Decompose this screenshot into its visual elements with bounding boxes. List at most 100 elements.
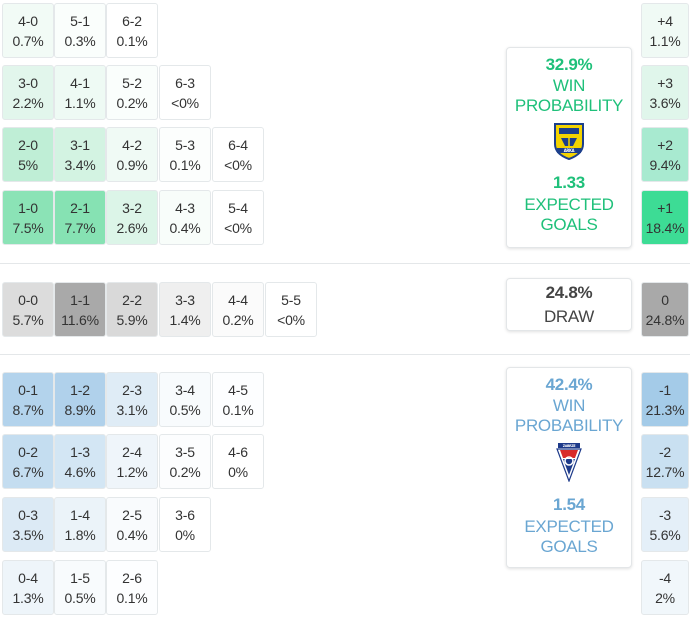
- score-probability: 0.1%: [116, 589, 148, 606]
- score-cell: 2-0 5%: [2, 127, 54, 182]
- score-label: 5-5: [281, 291, 301, 308]
- score-label: 2-1: [70, 199, 90, 216]
- score-probability: 8.9%: [64, 401, 96, 418]
- margin-probability: 18.4%: [645, 219, 685, 236]
- score-cell: 2-5 0.4%: [106, 497, 158, 552]
- score-probability: 2.6%: [116, 219, 148, 236]
- margin-probability: 3.6%: [649, 94, 681, 111]
- home-win-label: PROBABILITY: [514, 96, 624, 115]
- score-cell: 4-2 0.9%: [106, 127, 158, 182]
- score-label: 0-2: [18, 443, 38, 460]
- score-cell: 2-6 0.1%: [106, 560, 158, 615]
- score-cell: 0-0 5.7%: [2, 282, 54, 337]
- score-cell: 4-0 0.7%: [2, 3, 54, 58]
- score-cell: 3-4 0.5%: [159, 372, 211, 427]
- score-cell: 2-3 3.1%: [106, 372, 158, 427]
- margin-label: +2: [657, 136, 673, 153]
- margin-cell: +3 3.6%: [641, 65, 689, 120]
- score-cell: 1-4 1.8%: [54, 497, 106, 552]
- score-cell: 4-3 0.4%: [159, 190, 211, 245]
- score-cell: 6-2 0.1%: [106, 3, 158, 58]
- score-cell: 3-2 2.6%: [106, 190, 158, 245]
- score-probability: 3.4%: [64, 156, 96, 173]
- margin-label: +1: [657, 199, 673, 216]
- score-label: 1-3: [70, 443, 90, 460]
- score-label: 2-2: [122, 291, 142, 308]
- score-label: 3-2: [122, 199, 142, 216]
- score-cell: 0-1 8.7%: [2, 372, 54, 427]
- score-probability: 0.5%: [169, 401, 201, 418]
- score-cell: 4-5 0.1%: [212, 372, 264, 427]
- score-probability: 8.7%: [12, 401, 44, 418]
- score-label: 4-4: [228, 291, 248, 308]
- home-expected-goals: 1.33: [553, 173, 585, 192]
- score-cell: 4-1 1.1%: [54, 65, 106, 120]
- home-win-probability: 32.9%: [545, 55, 593, 74]
- margin-probability: 24.8%: [645, 311, 685, 328]
- score-cell: 3-0 2.2%: [2, 65, 54, 120]
- score-label: 5-2: [122, 74, 142, 91]
- score-label: 2-4: [122, 443, 142, 460]
- score-label: 3-5: [175, 443, 195, 460]
- score-cell: 2-1 7.7%: [54, 190, 106, 245]
- score-cell: 2-2 5.9%: [106, 282, 158, 337]
- home-summary-card: 32.9% WIN PROBABILITY ARKA 1.33 EXPECTED…: [506, 47, 632, 248]
- score-cell: 5-5 <0%: [265, 282, 317, 337]
- score-label: 0-1: [18, 381, 38, 398]
- score-probability: 6.7%: [12, 463, 44, 480]
- score-probability: <0%: [277, 311, 305, 328]
- margin-probability: 9.4%: [649, 156, 681, 173]
- score-cell: 4-4 0.2%: [212, 282, 264, 337]
- score-probability: 0.4%: [116, 526, 148, 543]
- score-cell: 4-6 0%: [212, 434, 264, 489]
- score-cell: 3-3 1.4%: [159, 282, 211, 337]
- section-divider: [0, 263, 690, 264]
- score-probability: <0%: [224, 219, 252, 236]
- score-probability: 0.3%: [64, 32, 96, 49]
- score-label: 2-3: [122, 381, 142, 398]
- score-cell: 5-3 0.1%: [159, 127, 211, 182]
- margin-label: -4: [658, 569, 672, 586]
- score-cell: 1-1 11.6%: [54, 282, 106, 337]
- score-probability: 0.2%: [222, 311, 254, 328]
- score-probability: 0.5%: [64, 589, 96, 606]
- score-probability: 1.1%: [64, 94, 96, 111]
- score-probability: 0.9%: [116, 156, 148, 173]
- score-cell: 1-5 0.5%: [54, 560, 106, 615]
- score-probability: 1.4%: [169, 311, 201, 328]
- away-expected-goals: 1.54: [553, 495, 585, 514]
- away-win-label: PROBABILITY: [514, 416, 624, 435]
- score-probability: 0.4%: [169, 219, 201, 236]
- score-cell: 1-2 8.9%: [54, 372, 106, 427]
- score-probability: <0%: [224, 156, 252, 173]
- margin-label: -2: [658, 443, 672, 460]
- margin-cell: 0 24.8%: [641, 282, 689, 337]
- score-label: 1-4: [70, 506, 90, 523]
- score-label: 3-6: [175, 506, 195, 523]
- score-probability: 3.1%: [116, 401, 148, 418]
- score-cell: 0-2 6.7%: [2, 434, 54, 489]
- score-cell: 2-4 1.2%: [106, 434, 158, 489]
- away-summary-card: 42.4% WIN PROBABILITY ZABRZE 1.54 EXPECT…: [506, 367, 632, 568]
- score-label: 6-3: [175, 74, 195, 91]
- home-xg-label: GOALS: [540, 215, 598, 234]
- draw-summary-card: 24.8% DRAW: [506, 278, 632, 331]
- score-cell: 3-5 0.2%: [159, 434, 211, 489]
- score-cell: 3-1 3.4%: [54, 127, 106, 182]
- score-probability: 4.6%: [64, 463, 96, 480]
- arka-crest-icon: ARKA: [553, 122, 585, 165]
- score-label: 4-6: [228, 443, 248, 460]
- score-label: 5-1: [70, 12, 90, 29]
- score-probability: 5%: [18, 156, 38, 173]
- score-probability: 0.1%: [116, 32, 148, 49]
- gornik-crest-icon: ZABRZE: [555, 442, 583, 487]
- score-label: 1-5: [70, 569, 90, 586]
- margin-probability: 2%: [655, 589, 675, 606]
- margin-probability: 12.7%: [645, 463, 685, 480]
- margin-cell: -3 5.6%: [641, 497, 689, 552]
- home-win-label: WIN: [552, 76, 586, 95]
- score-probability: 7.7%: [64, 219, 96, 236]
- score-probability: 1.2%: [116, 463, 148, 480]
- score-probability: 1.3%: [12, 589, 44, 606]
- score-cell: 5-2 0.2%: [106, 65, 158, 120]
